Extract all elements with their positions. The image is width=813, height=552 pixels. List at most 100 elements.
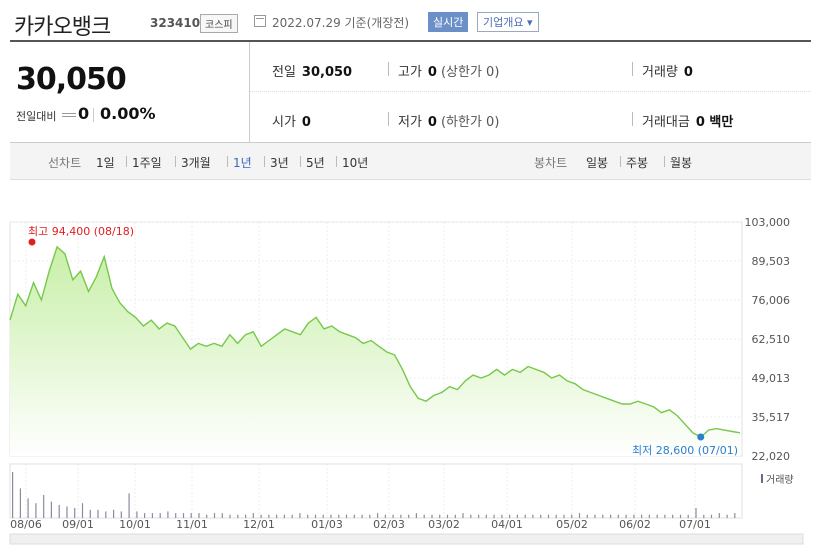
volume-bar <box>687 514 689 518</box>
period-tab-3[interactable]: 1년 <box>233 156 252 170</box>
volume-bar <box>198 513 200 518</box>
volume-bar <box>136 511 138 518</box>
candle-tab-0[interactable]: 일봉 <box>586 156 609 170</box>
volume-frame <box>9 463 743 519</box>
volume-label: 거래량 <box>642 65 678 80</box>
divider <box>388 112 389 126</box>
high-label: 고가 <box>398 65 422 80</box>
x-tick-label: 07/01 <box>679 518 711 531</box>
x-tick-label: 08/06 <box>10 518 42 531</box>
volume-bar <box>50 501 52 518</box>
period-tab-5[interactable]: 5년 <box>306 156 325 170</box>
volume-bar <box>656 514 658 518</box>
volume-bar <box>167 511 169 518</box>
volume: 거래량 0 <box>642 61 693 80</box>
volume-bar <box>423 514 425 518</box>
volume-bar <box>307 514 309 518</box>
divider <box>336 156 337 167</box>
volume-bar <box>524 514 526 518</box>
volume-bar <box>672 514 674 518</box>
volume-bar <box>144 513 146 518</box>
divider <box>300 156 301 167</box>
volume-bar <box>43 495 45 518</box>
volume-bar <box>586 514 588 518</box>
volume-bar <box>128 493 130 518</box>
stock-code: 323410 <box>150 16 201 30</box>
y-tick-label: 76,006 <box>752 294 791 307</box>
volume-bar <box>353 514 355 518</box>
volume-bar <box>252 513 254 518</box>
candle-chart-label: 봉차트 <box>534 156 568 170</box>
max-point <box>28 238 36 246</box>
volume-bar <box>446 514 449 518</box>
volume-bar <box>97 509 99 518</box>
volume-legend-swatch <box>761 474 763 483</box>
company-info-dropdown[interactable]: 기업개요 ▾ <box>477 12 539 32</box>
volume-bar <box>633 514 635 518</box>
divider <box>632 112 633 126</box>
volume-bar <box>89 509 91 518</box>
flat-icon <box>62 113 76 117</box>
volume-bar <box>610 514 612 518</box>
candle-tab-1[interactable]: 주봉 <box>626 156 649 170</box>
volume-bar <box>509 514 511 518</box>
candle-tab-2[interactable]: 월봉 <box>670 156 693 170</box>
volume-bar <box>462 513 464 518</box>
volume-value: 0 <box>683 65 693 80</box>
divider <box>93 108 94 122</box>
realtime-button[interactable]: 실시간 <box>428 12 469 32</box>
volume-bar <box>439 514 441 518</box>
prev-close-label: 전일 <box>272 65 296 80</box>
y-tick-label: 22,020 <box>752 450 791 463</box>
period-tab-0[interactable]: 1일 <box>96 156 115 170</box>
volume-bar <box>679 514 682 518</box>
volume-bar <box>345 514 348 518</box>
divider <box>620 156 621 167</box>
volume-bar <box>602 514 604 518</box>
x-tick-label: 02/03 <box>373 518 405 531</box>
volume-bar <box>113 509 115 518</box>
period-tab-4[interactable]: 3년 <box>270 156 289 170</box>
volume-bar <box>322 514 324 518</box>
volume-bar <box>408 514 410 518</box>
divider <box>264 156 265 167</box>
volume-bar <box>532 514 534 518</box>
volume-bar <box>641 514 643 518</box>
volume-bar <box>120 511 122 518</box>
volume-bar <box>563 514 565 518</box>
period-tab-2[interactable]: 3개월 <box>181 156 211 170</box>
calendar-icon <box>254 15 266 27</box>
volume-bar <box>27 498 29 518</box>
stat-row-1: 전일 30,050 고가 0 (상한가 0) 거래량 0 <box>250 42 811 92</box>
volume-bar <box>415 513 417 518</box>
divider <box>664 156 665 167</box>
volume-bar <box>190 513 192 518</box>
quote-panel: 30,050 전일대비 0 0.00% 전일 30,050 고가 0 (상한가 0) … <box>10 42 811 143</box>
low-value: 0 <box>427 115 437 130</box>
open-price: 시가 0 <box>272 111 311 130</box>
volume-bar <box>555 514 557 518</box>
stat-row-2: 시가 0 저가 0 (하한가 0) 거래대금 0 백만 <box>250 92 811 142</box>
volume-bar <box>392 514 394 518</box>
volume-bar <box>625 514 627 518</box>
volume-bar <box>221 513 223 518</box>
min-point <box>697 433 705 441</box>
volume-bar <box>35 503 37 518</box>
price-box: 30,050 전일대비 0 0.00% <box>10 42 250 142</box>
volume-bar <box>571 514 573 518</box>
volume-bar <box>175 513 177 518</box>
volume-bar <box>260 514 262 518</box>
lower-limit: (하한가 0) <box>440 115 500 130</box>
volume-bar <box>726 514 728 518</box>
volume-bar <box>485 514 487 518</box>
volume-bar <box>718 513 720 518</box>
volume-bar <box>470 514 472 518</box>
period-tab-6[interactable]: 10년 <box>342 156 369 170</box>
volume-bar <box>19 488 21 518</box>
period-tab-1[interactable]: 1주일 <box>132 156 162 170</box>
x-tick-label: 05/02 <box>556 518 588 531</box>
volume-bar <box>734 513 736 518</box>
volume-bar <box>516 514 518 518</box>
volume-bar <box>454 514 456 518</box>
